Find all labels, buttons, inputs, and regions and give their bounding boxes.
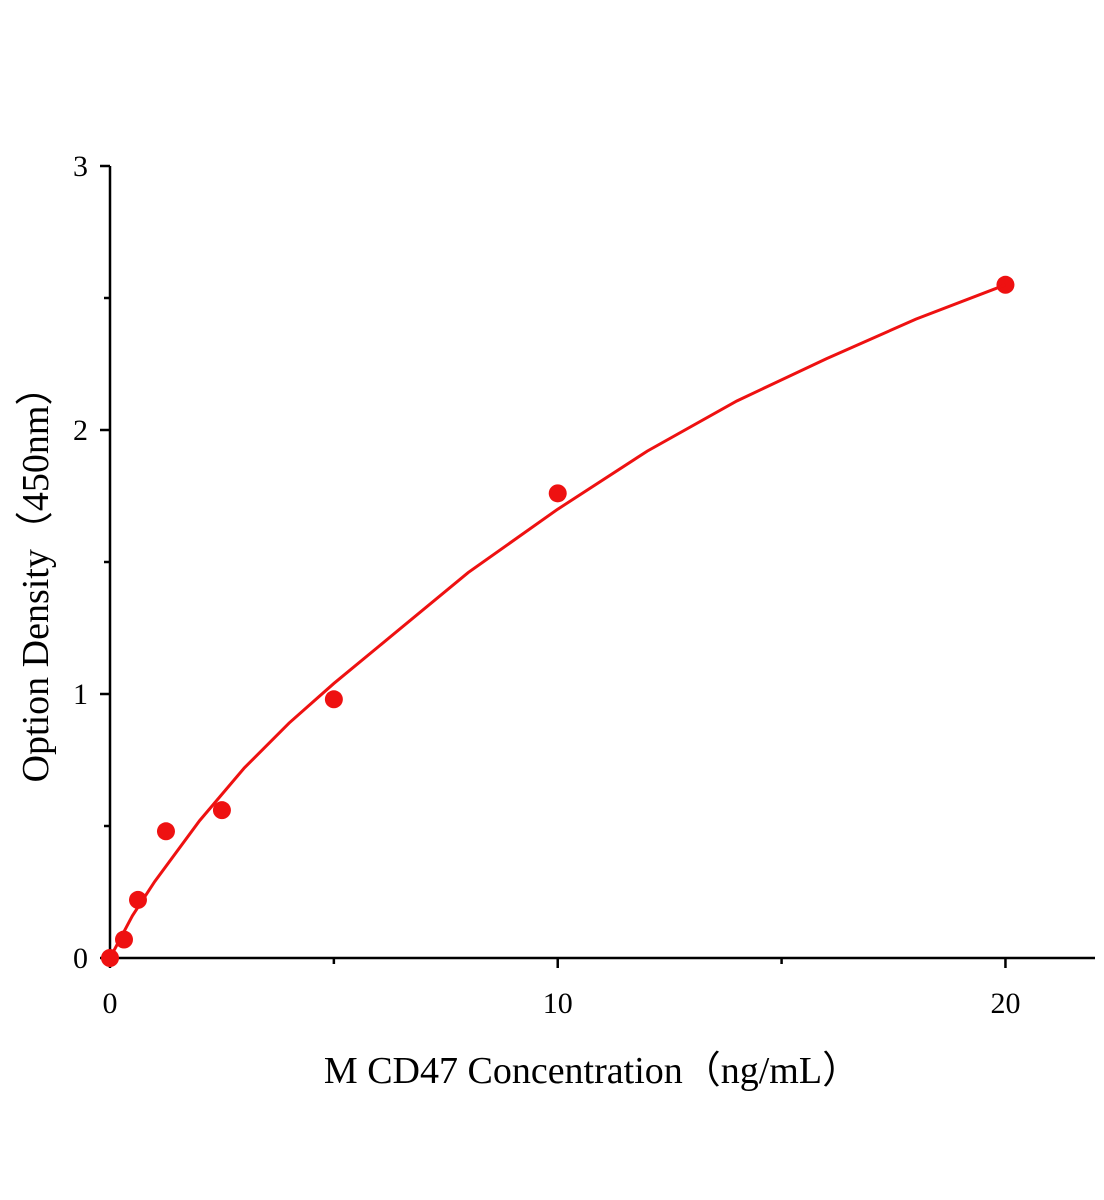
- x-tick-label: 10: [543, 987, 573, 1020]
- y-tick-label: 1: [73, 678, 88, 711]
- x-tick-label: 0: [103, 987, 118, 1020]
- x-axis-label: M CD47 Concentration（ng/mL）: [324, 1050, 860, 1092]
- data-point: [128, 890, 147, 909]
- data-point: [114, 930, 133, 949]
- data-point: [212, 801, 231, 820]
- data-point: [156, 822, 175, 841]
- data-point: [324, 690, 343, 709]
- fit-curve: [108, 283, 1006, 959]
- y-axis-label: Option Density（450nm）: [15, 368, 57, 783]
- data-point: [548, 484, 567, 503]
- y-tick-label: 2: [73, 414, 88, 447]
- y-tick-label: 0: [73, 942, 88, 975]
- y-tick-label: 3: [73, 150, 88, 183]
- x-tick-label: 20: [990, 987, 1020, 1020]
